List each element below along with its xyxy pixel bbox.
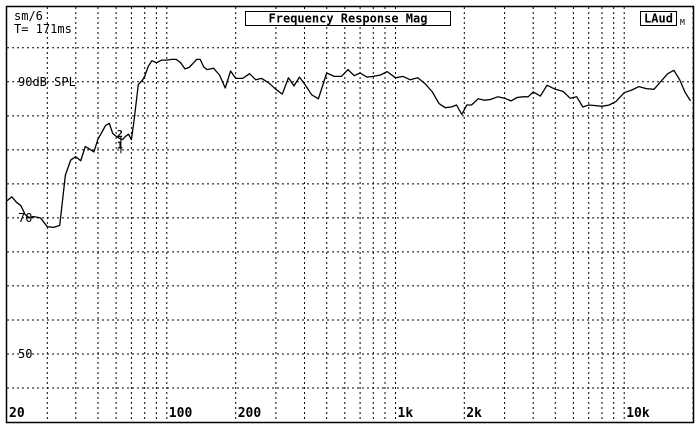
- x-tick-label-3: 1k: [398, 406, 414, 421]
- x-tick-label-1: 100: [169, 406, 193, 421]
- x-tick-label-0: 20: [9, 406, 25, 421]
- x-tick-label-5: 10k: [626, 406, 650, 421]
- time-label: T= 171ms: [14, 22, 72, 36]
- loudness-badge-box: [640, 11, 677, 26]
- loudness-badge: LAud: [644, 12, 673, 26]
- title-box: [245, 11, 451, 26]
- grid-lines: [7, 7, 694, 422]
- chart-title: Frequency Response Mag: [269, 12, 428, 26]
- response-curve-line: [6, 58, 692, 229]
- x-axis-labels: 20 100 200 1k 2k 10k: [9, 406, 650, 421]
- x-tick-label-4: 2k: [466, 406, 482, 421]
- x-tick-label-2: 200: [238, 406, 262, 421]
- smoothing-label: sm/6: [14, 9, 43, 23]
- plot-frame: [5, 5, 695, 424]
- cursor-marker-2: 2: [117, 129, 123, 140]
- y-tick-label-2: 50: [18, 347, 32, 361]
- cursor-marker-1: 1: [117, 140, 123, 151]
- loudness-badge-sub: M: [680, 18, 685, 27]
- y-axis-labels: 90dB SPL 70 50: [18, 75, 76, 361]
- cursor-markers: 12: [117, 129, 123, 154]
- y-tick-label-0: 90dB SPL: [18, 75, 76, 89]
- response-curve-group: [6, 58, 692, 229]
- y-tick-label-1: 70: [18, 211, 32, 225]
